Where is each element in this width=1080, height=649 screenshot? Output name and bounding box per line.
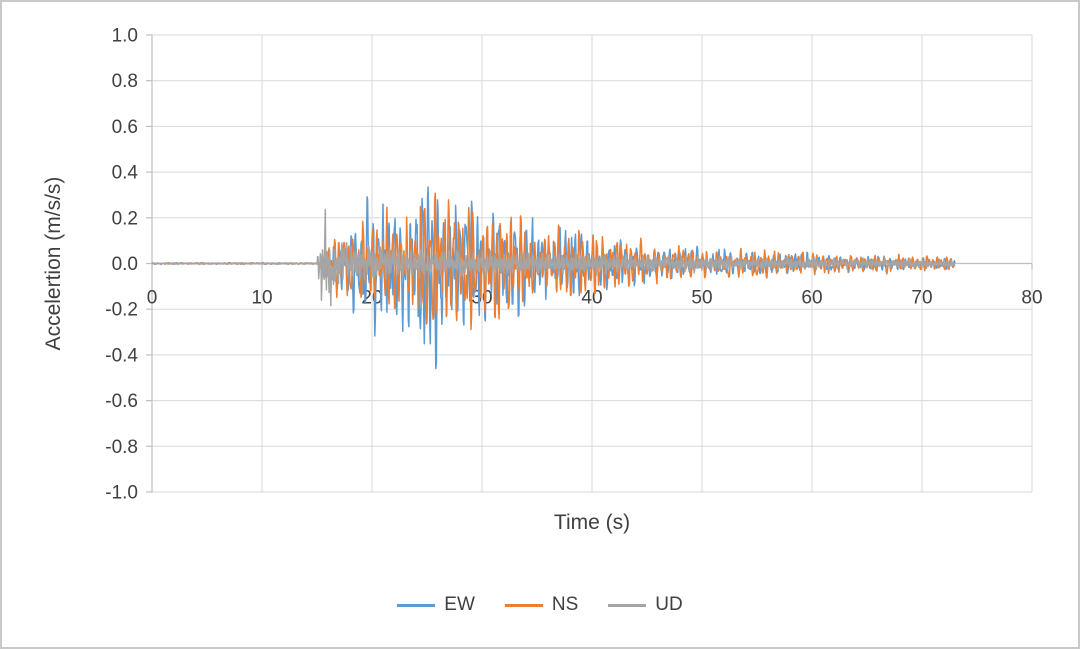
legend-line-ud-icon <box>608 603 647 607</box>
series-line-ew <box>151 186 956 370</box>
legend-line-ew-icon <box>397 603 436 607</box>
x-tick-label: 80 <box>1021 288 1042 309</box>
x-tick-label: 70 <box>911 288 932 309</box>
y-tick-label: -0.6 <box>105 391 138 412</box>
x-axis-title: Time (s) <box>554 511 630 534</box>
y-tick-label: 0.6 <box>112 117 138 138</box>
y-tick-label: 0.8 <box>112 71 138 92</box>
x-tick-label: 60 <box>801 288 822 309</box>
y-tick-label: 0.2 <box>112 208 138 229</box>
y-tick-label: -0.4 <box>105 345 138 366</box>
legend-item-ew: EW <box>397 594 475 616</box>
y-tick-label: -0.8 <box>105 437 138 458</box>
y-tick-label: 1.0 <box>112 26 138 47</box>
y-axis-title: Accelertion (m/s/s) <box>42 177 65 351</box>
legend-line-ns-icon <box>504 603 543 607</box>
y-tick-label: -0.2 <box>105 300 138 321</box>
y-tick-label: 0.0 <box>112 254 138 275</box>
legend-item-ns: NS <box>504 594 579 616</box>
x-tick-label: 0 <box>147 288 158 309</box>
legend-label-ns: NS <box>551 594 579 615</box>
x-tick-label: 30 <box>471 288 492 309</box>
x-tick-label: 20 <box>361 288 382 309</box>
x-tick-label: 10 <box>251 288 272 309</box>
chart-legend: EW NS UD <box>2 594 1078 616</box>
legend-label-ud: UD <box>655 594 683 615</box>
legend-label-ew: EW <box>444 594 475 615</box>
x-tick-label: 40 <box>581 288 602 309</box>
series-line-ud <box>151 208 956 307</box>
x-tick-label: 50 <box>691 288 712 309</box>
y-tick-label: 0.4 <box>112 163 139 184</box>
y-tick-label: -1.0 <box>105 483 138 504</box>
legend-item-ud: UD <box>608 594 683 616</box>
